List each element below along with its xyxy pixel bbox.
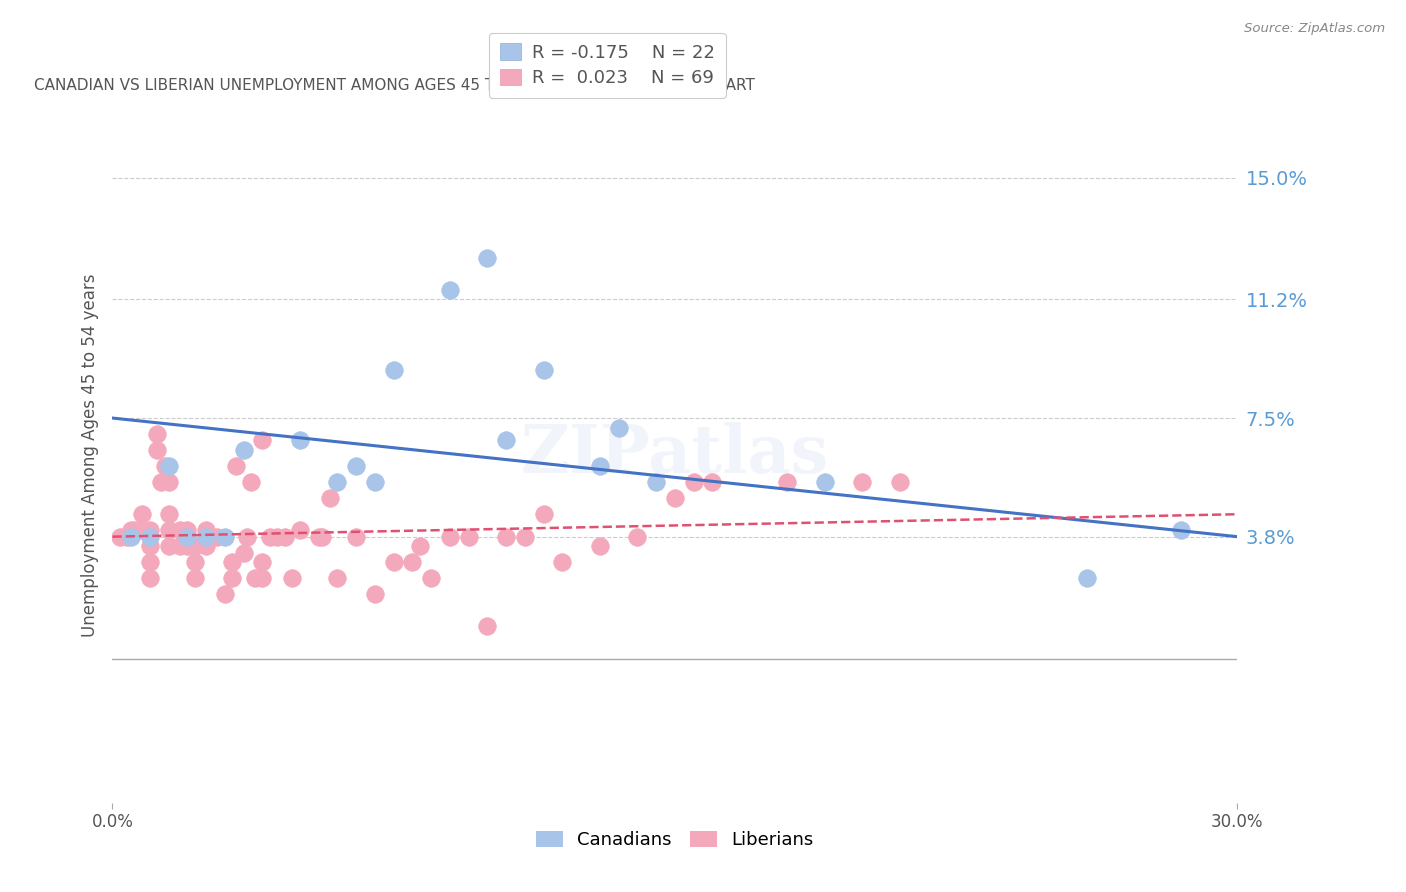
Point xyxy=(117,530,139,544)
Point xyxy=(326,475,349,490)
Point xyxy=(184,555,207,569)
Point xyxy=(495,530,517,544)
Point xyxy=(259,530,281,544)
Point xyxy=(776,475,799,490)
Text: Source: ZipAtlas.com: Source: ZipAtlas.com xyxy=(1244,22,1385,36)
Point xyxy=(551,555,574,569)
Point xyxy=(409,539,432,553)
Point xyxy=(184,539,207,553)
Point xyxy=(364,587,387,601)
Point xyxy=(176,539,198,553)
Point xyxy=(236,530,259,544)
Point xyxy=(420,571,443,585)
Point xyxy=(319,491,342,506)
Point xyxy=(274,530,297,544)
Point xyxy=(195,530,218,544)
Point xyxy=(589,459,612,474)
Point xyxy=(851,475,873,490)
Point xyxy=(364,475,387,490)
Point xyxy=(232,443,254,458)
Point xyxy=(589,539,612,553)
Point xyxy=(157,475,180,490)
Point xyxy=(382,363,405,377)
Legend: Canadians, Liberians: Canadians, Liberians xyxy=(529,823,821,856)
Point xyxy=(232,546,254,560)
Point xyxy=(214,587,236,601)
Point xyxy=(157,523,180,537)
Point xyxy=(124,523,146,537)
Point xyxy=(607,420,630,434)
Point xyxy=(1170,523,1192,537)
Point xyxy=(533,507,555,521)
Point xyxy=(252,434,274,448)
Point xyxy=(252,555,274,569)
Point xyxy=(146,443,169,458)
Point xyxy=(645,475,668,490)
Point xyxy=(240,475,263,490)
Point xyxy=(157,507,180,521)
Point xyxy=(495,434,517,448)
Point xyxy=(702,475,724,490)
Point xyxy=(195,539,218,553)
Point xyxy=(457,530,479,544)
Point xyxy=(477,251,499,265)
Point xyxy=(153,459,176,474)
Point xyxy=(288,523,311,537)
Point xyxy=(221,555,243,569)
Point xyxy=(176,530,198,544)
Point xyxy=(344,459,367,474)
Point xyxy=(439,530,461,544)
Point xyxy=(176,523,198,537)
Point xyxy=(157,539,180,553)
Point xyxy=(311,530,333,544)
Point xyxy=(221,571,243,585)
Point xyxy=(131,507,153,521)
Point xyxy=(139,523,162,537)
Point xyxy=(1076,571,1098,585)
Point xyxy=(401,555,423,569)
Point xyxy=(344,530,367,544)
Point xyxy=(664,491,686,506)
Text: CANADIAN VS LIBERIAN UNEMPLOYMENT AMONG AGES 45 TO 54 YEARS CORRELATION CHART: CANADIAN VS LIBERIAN UNEMPLOYMENT AMONG … xyxy=(34,78,755,94)
Point xyxy=(252,571,274,585)
Point xyxy=(139,539,162,553)
Y-axis label: Unemployment Among Ages 45 to 54 years: Unemployment Among Ages 45 to 54 years xyxy=(80,273,98,637)
Point xyxy=(120,530,142,544)
Point xyxy=(439,283,461,297)
Point xyxy=(266,530,288,544)
Point xyxy=(146,427,169,442)
Point xyxy=(225,459,247,474)
Point xyxy=(513,530,536,544)
Point xyxy=(682,475,704,490)
Point xyxy=(477,619,499,633)
Point xyxy=(108,530,131,544)
Point xyxy=(150,475,173,490)
Point xyxy=(169,539,191,553)
Point xyxy=(889,475,911,490)
Point xyxy=(139,555,162,569)
Point xyxy=(308,530,330,544)
Point xyxy=(326,571,349,585)
Point xyxy=(281,571,304,585)
Text: ZIPatlas: ZIPatlas xyxy=(520,423,830,487)
Point xyxy=(131,523,153,537)
Point xyxy=(214,530,236,544)
Point xyxy=(120,523,142,537)
Point xyxy=(288,434,311,448)
Point xyxy=(184,571,207,585)
Point xyxy=(243,571,266,585)
Point xyxy=(169,523,191,537)
Point xyxy=(382,555,405,569)
Point xyxy=(157,459,180,474)
Point xyxy=(139,530,162,544)
Point xyxy=(814,475,837,490)
Point xyxy=(207,530,229,544)
Point xyxy=(139,571,162,585)
Point xyxy=(533,363,555,377)
Point xyxy=(626,530,648,544)
Point xyxy=(195,523,218,537)
